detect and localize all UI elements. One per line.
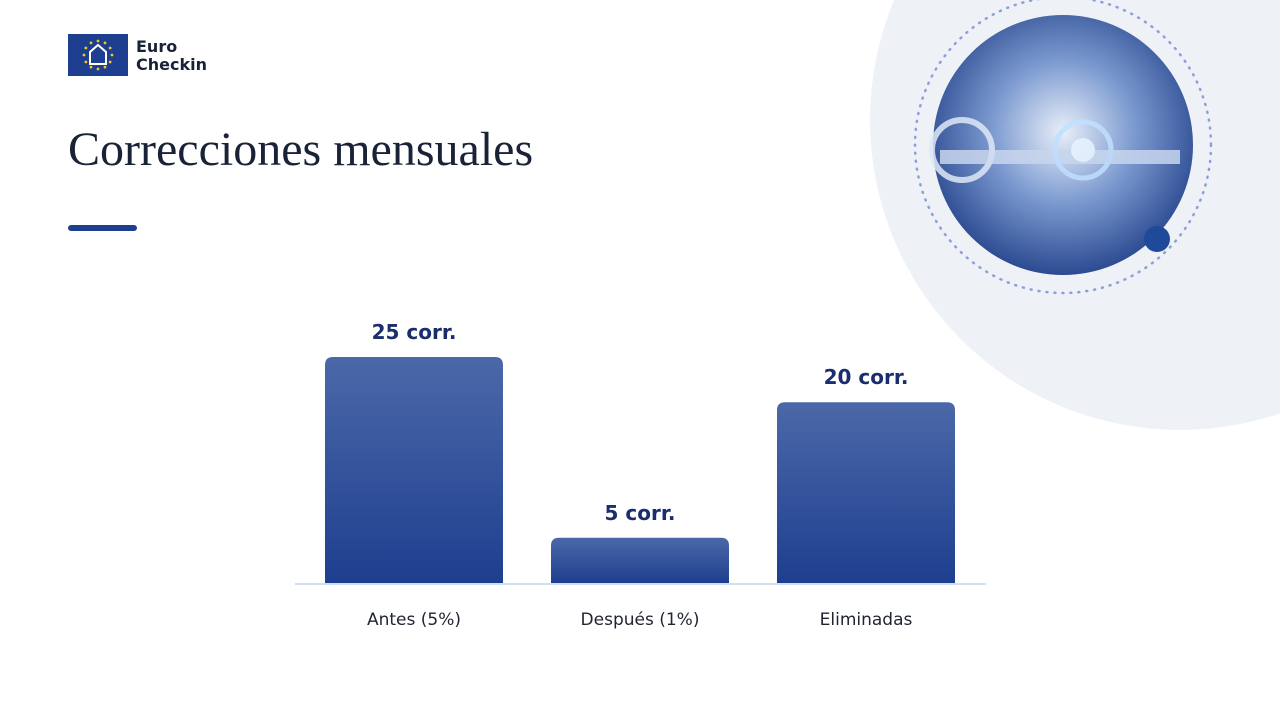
accent-dot [1144, 226, 1170, 252]
image-detail [929, 117, 1180, 183]
logo-text: Checkin [136, 55, 207, 74]
logo-star [84, 60, 88, 64]
bar [551, 537, 729, 583]
logo-house [89, 43, 107, 65]
logo-stars [82, 39, 114, 71]
logo: Euro Checkin [68, 34, 207, 76]
logo-star [103, 65, 107, 69]
bar [325, 357, 503, 583]
hero-image [933, 15, 1193, 275]
logo-star [108, 46, 112, 50]
logo-star [89, 41, 93, 45]
value-label: 5 corr. [605, 501, 676, 525]
logo-star [89, 65, 93, 69]
logo-star [84, 46, 88, 50]
value-label: 20 corr. [824, 365, 909, 389]
bar [777, 402, 955, 583]
category-label: Antes (5%) [367, 610, 461, 630]
logo-star [103, 41, 107, 45]
logo-star [96, 39, 100, 43]
logo-star [108, 60, 112, 64]
logo-star [96, 67, 100, 71]
dotted-ring [913, 0, 1213, 295]
logo-star [82, 53, 86, 57]
logo-text: Euro [136, 37, 177, 56]
value-label: 25 corr. [372, 320, 457, 344]
title-underline [68, 225, 137, 231]
category-label: Eliminadas [820, 610, 913, 630]
slide-title: Correcciones mensuales [68, 123, 533, 176]
logo-star [110, 53, 114, 57]
plot: 25 corr. Antes (5%) 5 corr. Después (1%) 20 … [325, 320, 955, 630]
category-label: Después (1%) [581, 610, 700, 630]
